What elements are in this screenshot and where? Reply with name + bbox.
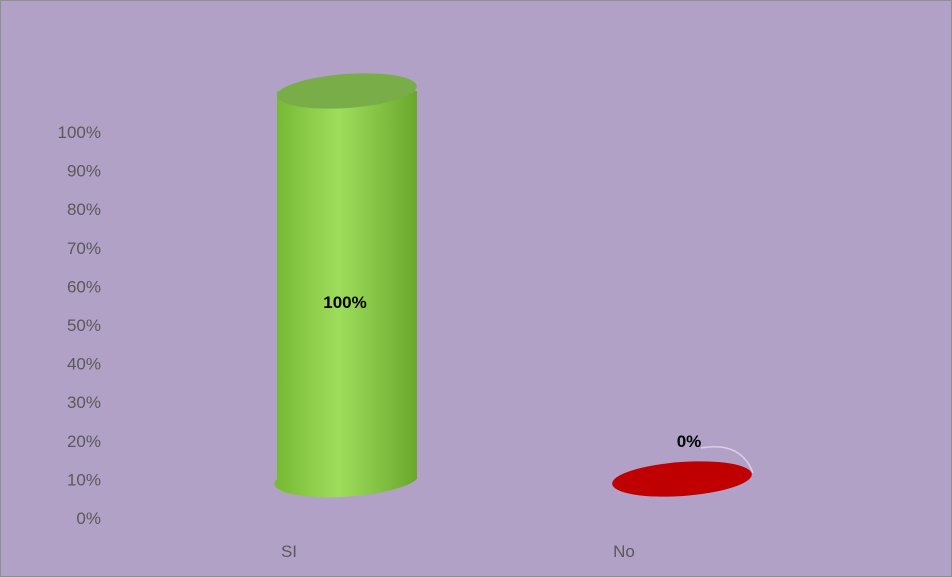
y-tick-label: 80%: [67, 200, 101, 219]
y-tick-label: 20%: [67, 432, 101, 451]
y-tick-label: 30%: [67, 393, 101, 412]
data-label-si: 100%: [323, 293, 366, 312]
bar-body: [274, 91, 417, 498]
bar-top: [612, 461, 752, 497]
y-tick-label: 100%: [58, 123, 101, 142]
data-label-leader-line: [700, 446, 754, 474]
bar-series: 100% 0%: [274, 73, 754, 498]
y-tick-label: 60%: [67, 277, 101, 296]
y-tick-label: 0%: [76, 509, 101, 528]
x-category-label: SI: [281, 542, 297, 561]
y-tick-label: 50%: [67, 316, 101, 335]
y-tick-label: 90%: [67, 162, 101, 181]
data-label-no: 0%: [677, 432, 702, 451]
bar-si: [274, 73, 417, 498]
bar-top: [277, 73, 417, 109]
x-category-label: No: [613, 542, 635, 561]
y-tick-label: 10%: [67, 470, 101, 489]
y-tick-label: 70%: [67, 239, 101, 258]
x-axis: SI No: [281, 542, 635, 561]
y-tick-label: 40%: [67, 355, 101, 374]
bar-no: [612, 461, 752, 497]
y-axis: 0% 10% 20% 30% 40% 50% 60% 70% 80% 90% 100%: [58, 123, 101, 528]
